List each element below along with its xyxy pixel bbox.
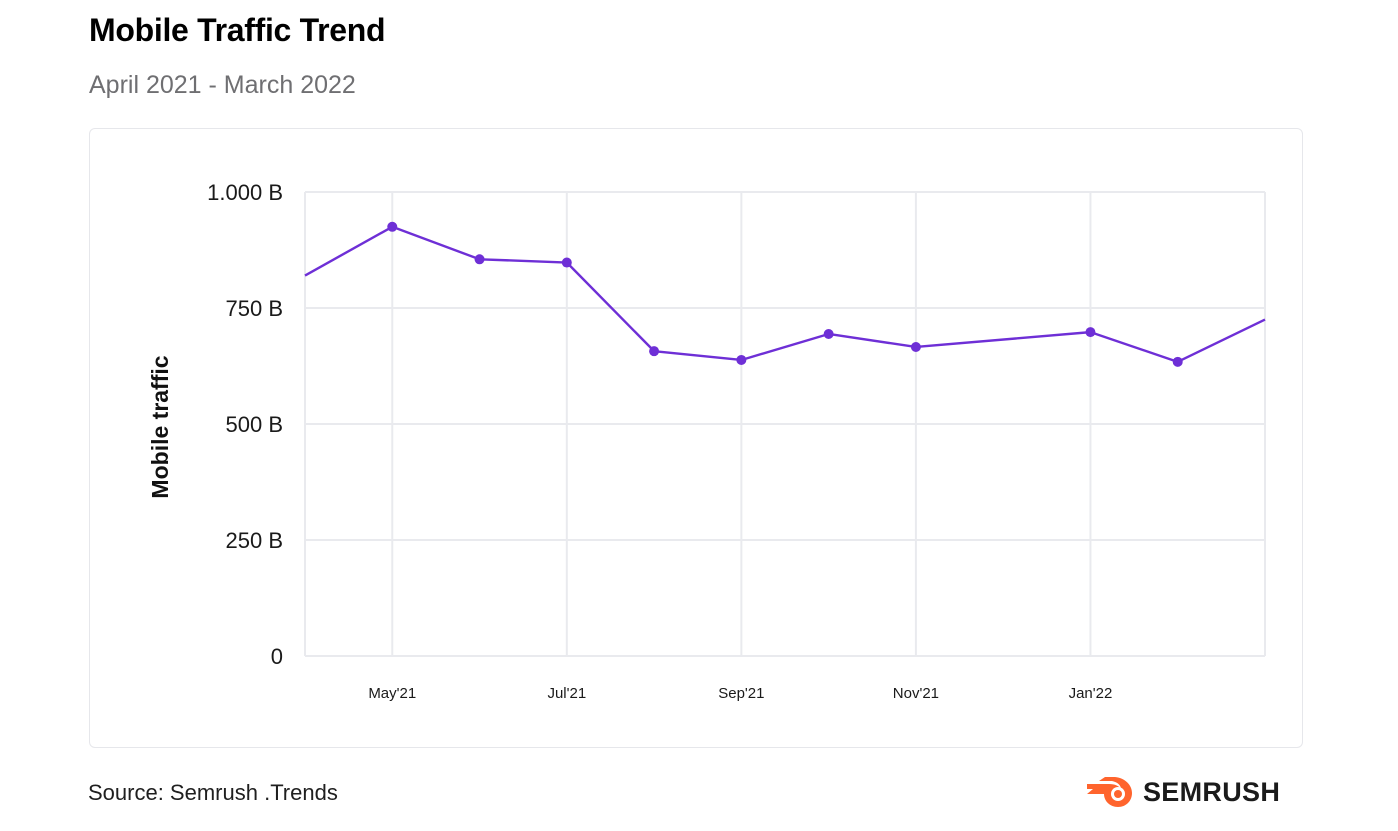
chart-subtitle: April 2021 - March 2022	[89, 71, 356, 99]
y-tick-label: 750 B	[226, 296, 284, 321]
y-axis-label: Mobile traffic	[147, 355, 173, 498]
data-point[interactable]	[823, 328, 834, 339]
x-tick-label: Jan'22	[1069, 685, 1113, 702]
chart-card: 0 250 B 500 B 750 B 1.000 B May'21 Jul'21 Sep'2…	[89, 128, 1303, 748]
chart-title: Mobile Traffic Trend	[89, 12, 386, 48]
semrush-logo: SEMRUSH	[1085, 772, 1280, 812]
line-chart: 0 250 B 500 B 750 B 1.000 B May'21 Jul'21 Sep'2…	[147, 180, 1266, 702]
data-point[interactable]	[910, 341, 921, 352]
data-point[interactable]	[387, 221, 398, 232]
y-tick-label: 250 B	[226, 528, 284, 553]
axis-labels: 0 250 B 500 B 750 B 1.000 B May'21 Jul'21 Sep'2…	[207, 180, 1112, 702]
brand-name: SEMRUSH	[1143, 776, 1281, 807]
source-note: Source: Semrush .Trends	[88, 780, 338, 805]
data-point[interactable]	[474, 254, 485, 265]
x-tick-label: Jul'21	[547, 685, 586, 702]
x-tick-label: Nov'21	[893, 685, 939, 702]
series-line	[304, 221, 1266, 367]
series-path	[304, 225, 1266, 364]
x-tick-label: Sep'21	[718, 685, 764, 702]
grid-lines	[304, 191, 1266, 657]
y-tick-label: 0	[271, 644, 283, 669]
y-tick-label: 1.000 B	[207, 180, 283, 205]
data-point[interactable]	[736, 354, 747, 365]
y-tick-label: 500 B	[226, 412, 284, 437]
data-point[interactable]	[1085, 327, 1096, 338]
semrush-flame-icon	[1087, 777, 1132, 807]
data-point[interactable]	[649, 346, 660, 357]
x-tick-label: May'21	[368, 685, 416, 702]
data-point[interactable]	[1172, 356, 1183, 367]
data-point[interactable]	[561, 257, 572, 268]
